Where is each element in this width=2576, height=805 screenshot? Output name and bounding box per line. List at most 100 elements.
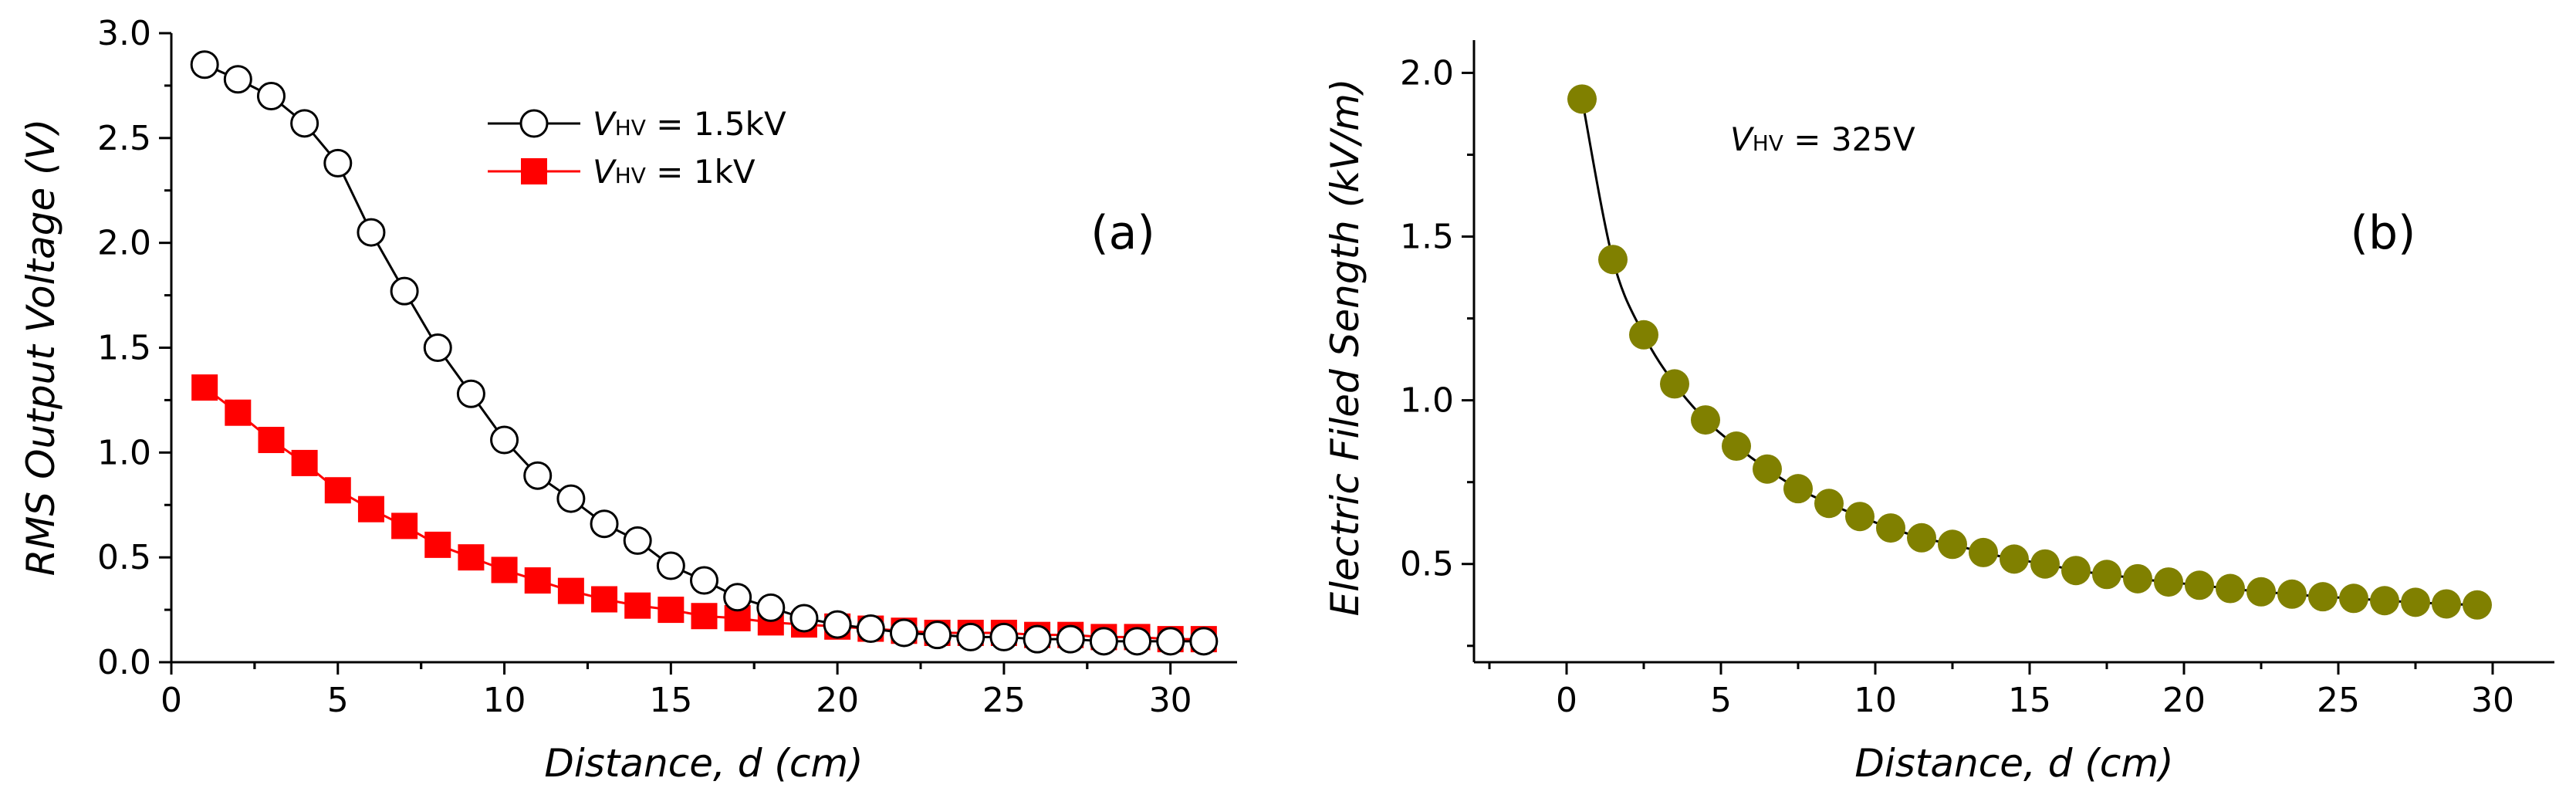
data-point-1kv: [557, 577, 584, 604]
data-point-1-5kv: [623, 526, 652, 555]
panel-b-ticks: 0 5 10 15 20 25 30 0.5 1.0 1.5 2.0: [1400, 53, 2514, 720]
data-point-field: [1629, 320, 1658, 350]
data-point-field: [2401, 587, 2430, 617]
panel-b-x-axis-title: Distance, d (cm): [1854, 741, 2173, 786]
panel-b-x-tick-label: 30: [2471, 681, 2514, 720]
data-point-field: [2123, 563, 2152, 594]
data-point-1kv: [524, 567, 551, 594]
data-point-field: [2185, 570, 2214, 600]
data-point-1kv: [491, 556, 518, 583]
data-point-field: [2000, 544, 2029, 574]
data-point-field: [2092, 560, 2121, 590]
data-point-field: [1938, 529, 1967, 560]
data-point-field: [2216, 573, 2245, 604]
data-point-1kv: [324, 477, 351, 504]
data-point-field: [2246, 577, 2276, 607]
data-point-field: [2463, 590, 2492, 620]
legend-entry-1-5kv: VHV = 1.5kV: [488, 105, 786, 143]
fit-curve: [1580, 99, 2478, 607]
data-point-1-5kv: [723, 583, 752, 612]
data-point-field: [1845, 502, 1875, 532]
data-point-1-5kv: [290, 109, 319, 138]
data-point-1-5kv: [923, 621, 952, 650]
data-point-1kv: [424, 531, 451, 558]
data-point-1kv: [291, 449, 318, 476]
panel-b-x-tick-label: 10: [1854, 681, 1897, 720]
panel-a-x-tick-label: 10: [483, 681, 526, 720]
panel-a-y-tick-label: 1.5: [97, 329, 151, 368]
panel-b-x-tick-label: 15: [2008, 681, 2051, 720]
panel-a-y-tick-label: 3.0: [97, 14, 151, 53]
legend-label-1-5kv: VHV = 1.5kV: [593, 105, 786, 143]
panel-b-x-tick-label: 0: [1556, 681, 1577, 720]
panel-a-y-tick-label: 0.0: [97, 643, 151, 682]
data-point-field: [1691, 405, 1720, 435]
data-point-1kv: [658, 597, 685, 624]
panel-a-y-tick-label: 0.5: [97, 538, 151, 577]
data-point-1kv: [391, 512, 418, 539]
data-point-1-5kv: [889, 618, 918, 648]
data-point-1kv: [357, 496, 384, 523]
legend-marker-filled-square: [521, 158, 547, 184]
data-point-field: [2154, 567, 2183, 597]
data-point-1kv: [591, 586, 618, 613]
data-point-1-5kv: [456, 379, 485, 408]
panel-a-x-tick-label: 5: [327, 681, 349, 720]
data-point-1-5kv: [256, 82, 286, 110]
panel-b-y-tick-label: 1.0: [1400, 381, 1454, 421]
panel-a-x-tick-label: 0: [161, 681, 182, 720]
panel-a-x-tick-label: 25: [982, 681, 1026, 720]
data-point-1-5kv: [590, 509, 619, 539]
legend-label-1kv: VHV = 1kV: [593, 153, 756, 191]
panel-a-x-tick-label: 15: [649, 681, 692, 720]
data-point-1-5kv: [1089, 627, 1118, 656]
data-point-1-5kv: [423, 333, 452, 362]
panel-b-annotation: VHV = 325V: [1730, 120, 1915, 158]
panel-b-x-tick-label: 5: [1710, 681, 1732, 720]
panel-b-chart: 0 5 10 15 20 25 30 0.5 1.0 1.5 2.0 Distance, d (cm…: [1323, 40, 2554, 786]
legend-marker-open-circle: [519, 109, 549, 138]
data-point-1kv: [191, 374, 218, 401]
data-point-1-5kv: [956, 622, 985, 651]
data-point-1-5kv: [823, 610, 852, 639]
panel-b-label: (b): [2351, 206, 2416, 260]
data-point-1-5kv: [490, 425, 519, 455]
panel-a-y-axis-title: RMS Output Voltage (V): [19, 119, 63, 577]
panel-a-x-tick-label: 30: [1149, 681, 1192, 720]
data-point-1-5kv: [690, 566, 718, 595]
data-point-field: [1907, 523, 1936, 553]
data-point-1kv: [225, 399, 252, 426]
panel-b-marks: [1567, 84, 2492, 620]
panel-a-legend: VHV = 1.5kV VHV = 1kV: [488, 105, 786, 191]
panel-a-y-tick-label: 1.0: [97, 433, 151, 472]
data-point-field: [2370, 586, 2399, 616]
panel-b-x-tick-label: 20: [2162, 681, 2206, 720]
legend-entry-1kv: VHV = 1kV: [488, 153, 756, 191]
panel-a-marks: [190, 50, 1219, 656]
panel-b-y-tick-label: 1.5: [1400, 218, 1454, 257]
data-point-field: [1876, 513, 1905, 543]
data-point-1-5kv: [756, 593, 786, 622]
data-point-1-5kv: [789, 604, 819, 633]
panel-b-y-tick-label: 2.0: [1400, 53, 1454, 93]
data-point-field: [2339, 583, 2368, 614]
data-point-field: [2308, 582, 2338, 612]
data-point-field: [1814, 489, 1844, 519]
data-point-field: [1783, 474, 1813, 504]
panel-a-label: (a): [1090, 206, 1155, 260]
panel-a-chart: 0 5 10 15 20 25 30 0.0 0.5 1.0 1.5 2.0 2.5 3.0 Distan…: [19, 14, 1237, 786]
data-point-field: [1969, 537, 1998, 567]
data-point-field: [1660, 369, 1689, 399]
data-point-1-5kv: [390, 276, 419, 306]
data-point-1-5kv: [856, 614, 885, 644]
data-point-field: [1567, 84, 1597, 114]
data-point-field: [1753, 454, 1782, 484]
data-point-1-5kv: [323, 148, 353, 178]
data-point-1kv: [258, 427, 285, 454]
data-point-1-5kv: [1189, 627, 1219, 656]
panel-b-y-axis-title: Electric Filed Sength (kV/m): [1323, 79, 1367, 617]
data-point-1kv: [691, 603, 718, 630]
panel-a-y-tick-label: 2.0: [97, 224, 151, 263]
panel-a-ticks: 0 5 10 15 20 25 30 0.0 0.5 1.0 1.5 2.0 2.5 3.0: [97, 14, 1192, 720]
